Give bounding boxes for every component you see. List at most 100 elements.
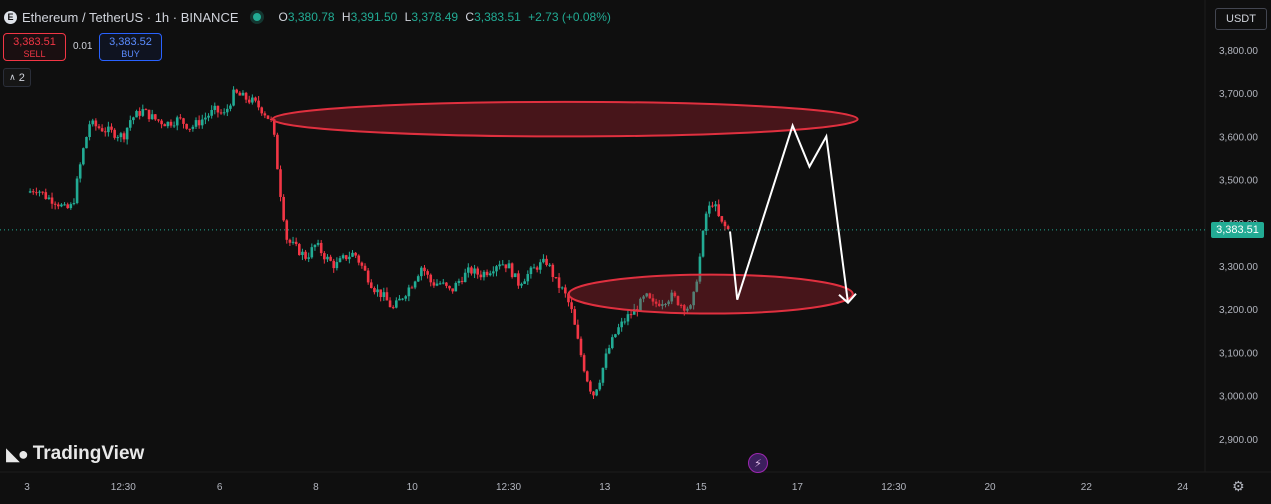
candle-body: [119, 133, 123, 138]
candle-body: [554, 277, 558, 279]
candle-body: [620, 321, 623, 328]
candle-body: [579, 338, 583, 356]
candle-body: [110, 126, 113, 130]
candle-body: [35, 192, 38, 194]
candle-body: [341, 255, 345, 259]
candle-body: [617, 327, 620, 335]
candle-body: [570, 302, 573, 310]
candle-body: [200, 119, 204, 126]
zone-ellipse: [567, 273, 854, 315]
candle-body: [551, 264, 555, 278]
candle-body: [651, 298, 655, 302]
candle-body: [711, 205, 714, 207]
candle-body: [391, 307, 395, 309]
candle-body: [266, 115, 270, 119]
candle-body: [263, 113, 267, 116]
candle-body: [648, 293, 652, 299]
candle-body: [529, 267, 533, 275]
candle-body: [72, 203, 76, 205]
candle-body: [157, 119, 160, 121]
candle-body: [482, 271, 486, 278]
candle-body: [538, 262, 542, 270]
candle-body: [88, 124, 91, 138]
candle-body: [282, 196, 285, 221]
candle-body: [103, 131, 107, 133]
candle-body: [66, 204, 69, 209]
buy-button[interactable]: 3,383.52 BUY: [99, 33, 162, 61]
candle-body: [448, 285, 451, 289]
candle-body: [313, 244, 317, 248]
candle-body: [122, 133, 126, 140]
candle-body: [160, 120, 163, 125]
candle-body: [657, 303, 661, 306]
candle-body: [457, 280, 461, 283]
candle-body: [667, 301, 670, 304]
candle-body: [175, 117, 179, 126]
candle-body: [56, 204, 60, 207]
candle-body: [191, 126, 195, 129]
candle-body: [172, 125, 176, 127]
candle-body: [410, 287, 414, 289]
candle-body: [573, 309, 577, 325]
projection-arrowhead: [838, 293, 857, 305]
candle-body: [692, 291, 695, 306]
high-value: 3,391.50: [350, 10, 398, 24]
candle-body: [423, 267, 426, 272]
candle-body: [107, 126, 110, 133]
low-value: 3,378.49: [411, 10, 459, 24]
candle-body: [645, 293, 649, 297]
candle-body: [369, 282, 373, 288]
y-tick-label: 3,800.00: [1219, 46, 1258, 57]
y-tick-label: 3,300.00: [1219, 262, 1258, 273]
candle-body: [473, 268, 476, 274]
candle-body: [269, 118, 273, 120]
tradingview-logo[interactable]: ◣● TradingView: [6, 443, 144, 465]
currency-selector[interactable]: USDT: [1215, 8, 1267, 30]
candle-body: [686, 308, 689, 311]
candle-body: [564, 287, 567, 294]
candle-body: [585, 371, 589, 382]
candle-body: [542, 258, 545, 263]
indicators-collapse-button[interactable]: ∧ 2: [3, 68, 31, 87]
indicator-count: 2: [18, 71, 25, 84]
sell-button[interactable]: 3,383.51 SELL: [3, 33, 66, 61]
candle-body: [373, 287, 376, 293]
x-tick-label: 12:30: [881, 482, 906, 493]
candle-body: [407, 287, 411, 297]
candle-body: [479, 274, 483, 278]
lightning-icon[interactable]: ⚡: [748, 453, 768, 473]
candle-body: [548, 264, 551, 266]
x-tick-label: 10: [407, 482, 419, 493]
candle-body: [560, 287, 564, 289]
chevron-up-icon: ∧: [9, 72, 16, 82]
candle-body: [476, 268, 480, 275]
symbol-title[interactable]: Ethereum / TetherUS · 1h · BINANCE: [22, 9, 239, 25]
candle-body: [598, 382, 602, 390]
candle-body: [592, 391, 595, 396]
candle-body: [413, 281, 417, 288]
market-status-icon[interactable]: [252, 13, 261, 21]
candle-body: [235, 89, 239, 93]
candle-body: [307, 257, 310, 259]
candle-body: [69, 204, 73, 209]
gear-icon[interactable]: ⚙: [1232, 478, 1245, 494]
candle-body: [326, 256, 329, 260]
candle-body: [285, 220, 289, 240]
candle-body: [717, 204, 721, 217]
candle-body: [639, 298, 642, 312]
y-tick-label: 3,700.00: [1219, 89, 1258, 100]
candle-body: [513, 273, 517, 278]
candle-body: [132, 117, 135, 121]
logo-text: TradingView: [32, 443, 145, 464]
candle-body: [416, 276, 420, 282]
x-tick-label: 24: [1177, 482, 1189, 493]
candle-body: [31, 191, 35, 193]
spread-value: 0.01: [73, 41, 93, 52]
symbol-header: E Ethereum / TetherUS · 1h · BINANCE O3,…: [4, 8, 611, 26]
candle-body: [169, 121, 173, 126]
candle-body: [91, 120, 95, 125]
candle-body: [141, 109, 145, 116]
candle-body: [219, 112, 223, 114]
